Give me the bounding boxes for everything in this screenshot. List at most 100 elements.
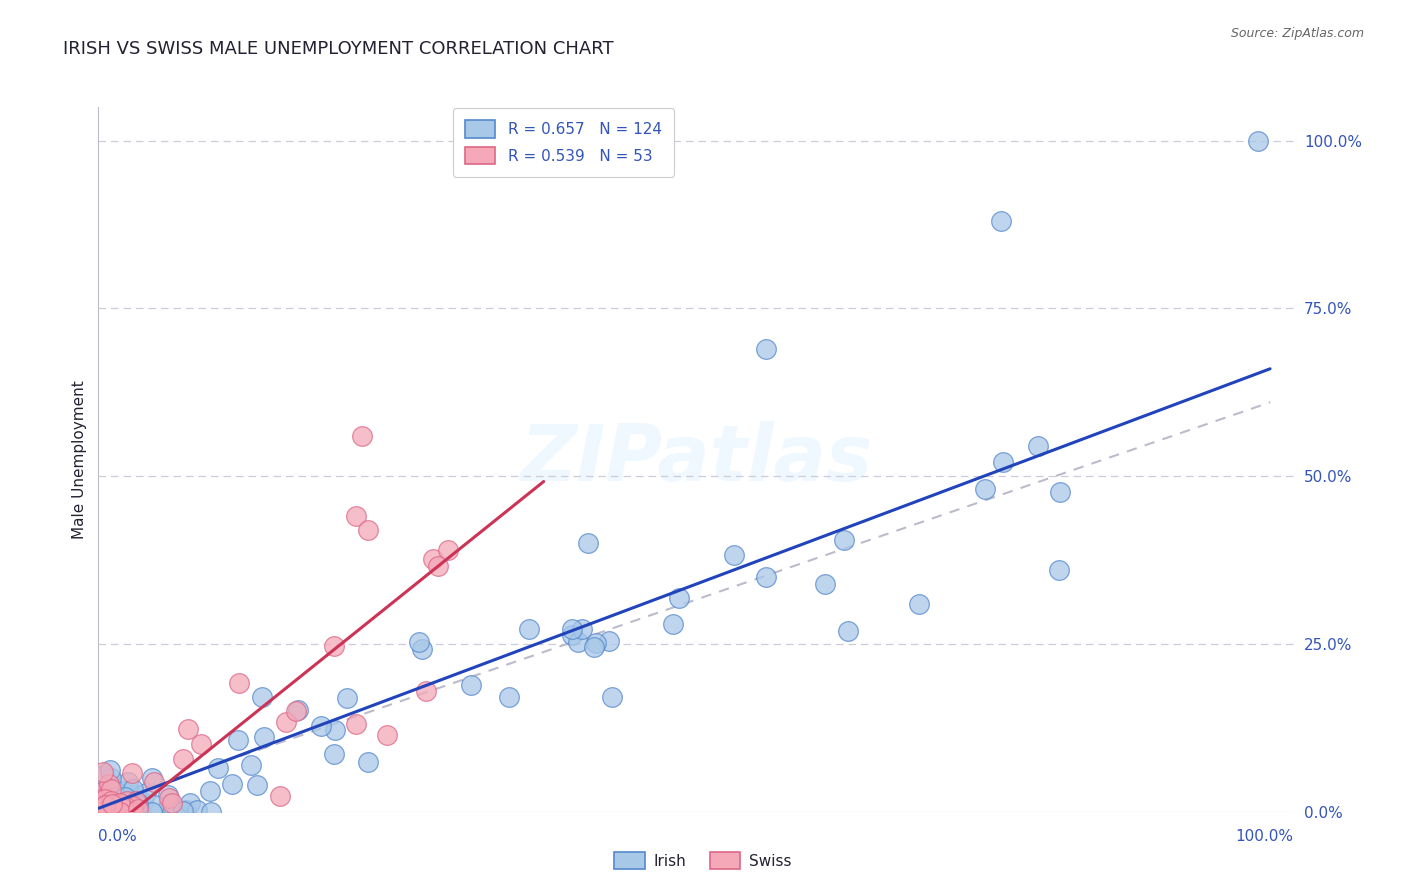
Point: [723, 549, 745, 563]
Point: [90, 789, 112, 803]
Point: [104, 802, 127, 816]
Point: [118, 805, 141, 819]
Point: [221, 777, 243, 791]
Point: [323, 747, 346, 761]
Point: [411, 641, 433, 656]
Point: [460, 678, 482, 692]
Point: [94, 805, 117, 819]
Point: [94, 791, 117, 805]
Point: [375, 728, 398, 742]
Point: [101, 805, 124, 819]
Point: [100, 794, 122, 808]
Text: Source: ZipAtlas.com: Source: ZipAtlas.com: [1230, 27, 1364, 40]
Point: [228, 675, 250, 690]
Point: [120, 805, 142, 819]
Point: [89, 791, 111, 805]
Point: [125, 788, 148, 802]
Point: [93, 797, 115, 811]
Point: [127, 797, 149, 811]
Point: [172, 752, 194, 766]
Point: [166, 805, 188, 819]
Point: [519, 622, 541, 636]
Point: [127, 798, 149, 813]
Point: [101, 797, 124, 811]
Point: [108, 796, 131, 810]
Point: [98, 763, 121, 777]
Point: [90, 803, 112, 817]
Point: [598, 634, 620, 648]
Point: [105, 789, 128, 804]
Point: [157, 791, 180, 805]
Point: [207, 761, 229, 775]
Point: [190, 737, 212, 751]
Point: [93, 768, 115, 782]
Point: [160, 796, 183, 810]
Point: [105, 796, 128, 810]
Point: [132, 795, 155, 809]
Point: [94, 789, 117, 804]
Point: [107, 795, 129, 809]
Point: [107, 802, 129, 816]
Point: [143, 775, 166, 789]
Point: [121, 805, 143, 819]
Point: [98, 803, 121, 817]
Point: [112, 802, 135, 816]
Point: [101, 805, 124, 819]
Point: [668, 591, 690, 605]
Point: [103, 802, 125, 816]
Text: ZIPatlas: ZIPatlas: [520, 421, 872, 498]
Point: [121, 794, 143, 808]
Point: [91, 800, 114, 814]
Point: [97, 805, 120, 819]
Point: [837, 624, 859, 638]
Point: [576, 536, 599, 550]
Point: [253, 730, 276, 744]
Legend: Irish, Swiss: Irish, Swiss: [607, 846, 799, 875]
Point: [90, 801, 112, 815]
Point: [127, 802, 149, 816]
Point: [98, 797, 121, 812]
Point: [561, 628, 583, 642]
Point: [179, 796, 201, 810]
Text: 100.0%: 100.0%: [1236, 830, 1294, 845]
Point: [111, 804, 134, 818]
Point: [114, 805, 136, 819]
Point: [93, 790, 115, 805]
Point: [105, 799, 128, 814]
Point: [344, 717, 367, 731]
Point: [121, 766, 143, 780]
Point: [105, 805, 128, 819]
Point: [112, 784, 135, 798]
Point: [357, 755, 380, 769]
Point: [974, 482, 997, 496]
Point: [344, 509, 367, 524]
Point: [103, 805, 125, 819]
Point: [97, 805, 120, 819]
Point: [110, 805, 132, 819]
Point: [108, 792, 131, 806]
Point: [814, 576, 837, 591]
Point: [125, 794, 148, 808]
Point: [415, 684, 437, 698]
Point: [124, 801, 146, 815]
Point: [108, 787, 131, 801]
Point: [94, 797, 117, 812]
Point: [336, 690, 359, 705]
Point: [93, 798, 115, 813]
Point: [97, 805, 120, 819]
Point: [100, 771, 122, 785]
Point: [239, 757, 262, 772]
Point: [122, 781, 145, 796]
Point: [87, 789, 110, 803]
Point: [172, 804, 194, 818]
Point: [323, 639, 346, 653]
Point: [105, 796, 128, 810]
Point: [426, 559, 449, 574]
Point: [105, 790, 128, 805]
Point: [1026, 439, 1049, 453]
Point: [107, 792, 129, 806]
Point: [141, 805, 163, 819]
Point: [110, 796, 132, 810]
Point: [97, 805, 120, 819]
Point: [174, 803, 197, 817]
